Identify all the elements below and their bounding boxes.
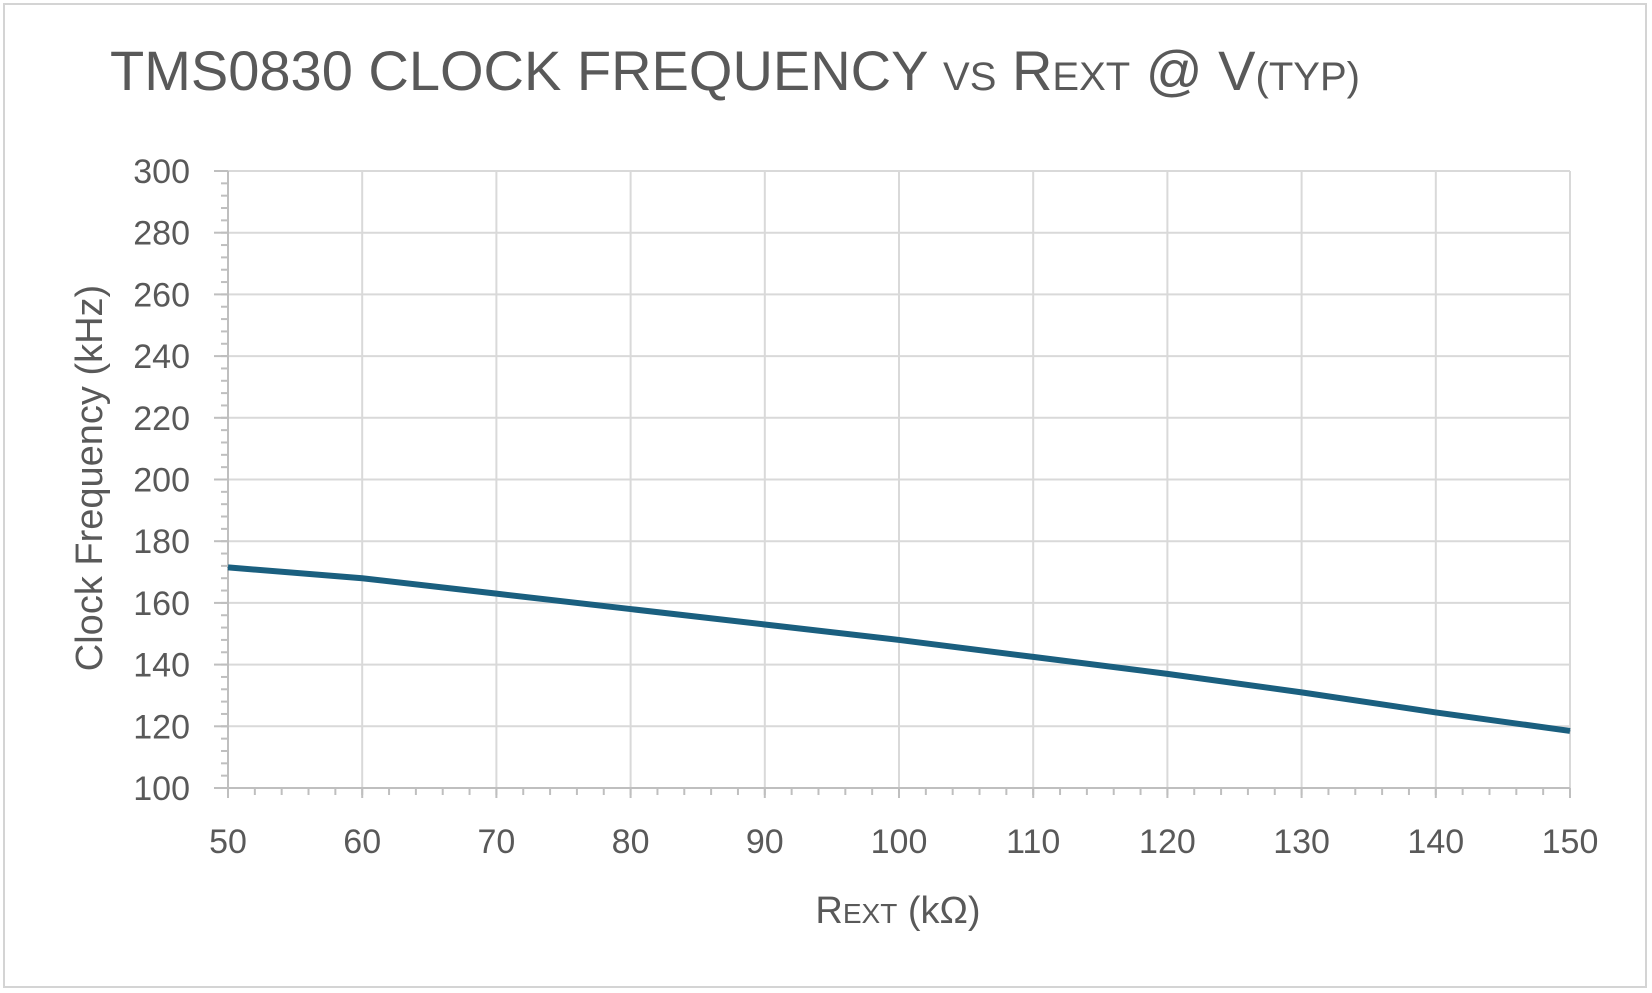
x-tick-label: 130	[1273, 823, 1330, 861]
x-tick-label: 100	[871, 823, 928, 861]
y-tick-label: 160	[133, 585, 190, 623]
y-axis-label: Clock Frequency (kHz)	[69, 285, 111, 671]
chart-frame	[3, 3, 1647, 988]
series-group	[227, 564, 1571, 734]
chart-title-part4: EXT	[1052, 55, 1131, 99]
x-tick-label: 120	[1139, 823, 1196, 861]
x-tick-labels: 50 60 70 80 90 100 110 120 130 140 150	[209, 823, 1598, 861]
chart-title-part2: VS	[943, 55, 997, 99]
x-axis-label-lead: R	[815, 890, 842, 932]
y-tick-label: 240	[133, 338, 190, 376]
y-tick-label: 120	[133, 708, 190, 746]
y-tick-label: 300	[133, 153, 190, 191]
x-tick-label: 140	[1407, 823, 1464, 861]
x-tick-label: 60	[343, 823, 381, 861]
data-point	[1032, 656, 1034, 658]
y-tick-label: 260	[133, 276, 190, 314]
y-tick-label: 140	[133, 647, 190, 685]
grid-lines	[227, 170, 1571, 789]
data-point	[1301, 691, 1303, 693]
y-tick-label: 220	[133, 400, 190, 438]
chart-title-part6: (TYP)	[1255, 55, 1360, 99]
data-point	[1166, 673, 1168, 675]
y-tick-label: 180	[133, 523, 190, 561]
data-point	[1569, 730, 1571, 732]
data-point	[1435, 711, 1437, 713]
x-tick-label: 110	[1006, 823, 1060, 861]
data-point	[495, 593, 497, 595]
x-tick-label: 150	[1542, 823, 1599, 861]
y-tick-label: 100	[133, 770, 190, 808]
data-point	[630, 608, 632, 610]
chart-title-part3: R	[996, 39, 1053, 102]
x-tick-label: 50	[209, 823, 247, 861]
x-tick-label: 70	[477, 823, 515, 861]
y-tick-label: 200	[133, 462, 190, 500]
data-point	[361, 577, 363, 579]
chart-title-part5: @ V	[1130, 39, 1256, 102]
x-tick-label: 80	[612, 823, 650, 861]
data-point	[764, 623, 766, 625]
y-tick-labels: 100 120 140 160 180 200 220 240 260 280 300	[133, 153, 190, 808]
x-axis-label-small: EXT	[843, 898, 897, 929]
chart-title-part1: TMS0830 CLOCK FREQUENCY	[110, 39, 944, 102]
x-axis-label: REXT (kΩ)	[815, 890, 980, 932]
chart-title: TMS0830 CLOCK FREQUENCY VS REXT @ V(TYP)	[0, 38, 1470, 103]
x-axis-label-rest: (kΩ)	[897, 890, 980, 932]
data-point	[227, 566, 229, 568]
y-tick-label: 280	[133, 215, 190, 253]
x-tick-label: 90	[746, 823, 784, 861]
axes	[214, 170, 1571, 798]
data-point	[898, 639, 900, 641]
